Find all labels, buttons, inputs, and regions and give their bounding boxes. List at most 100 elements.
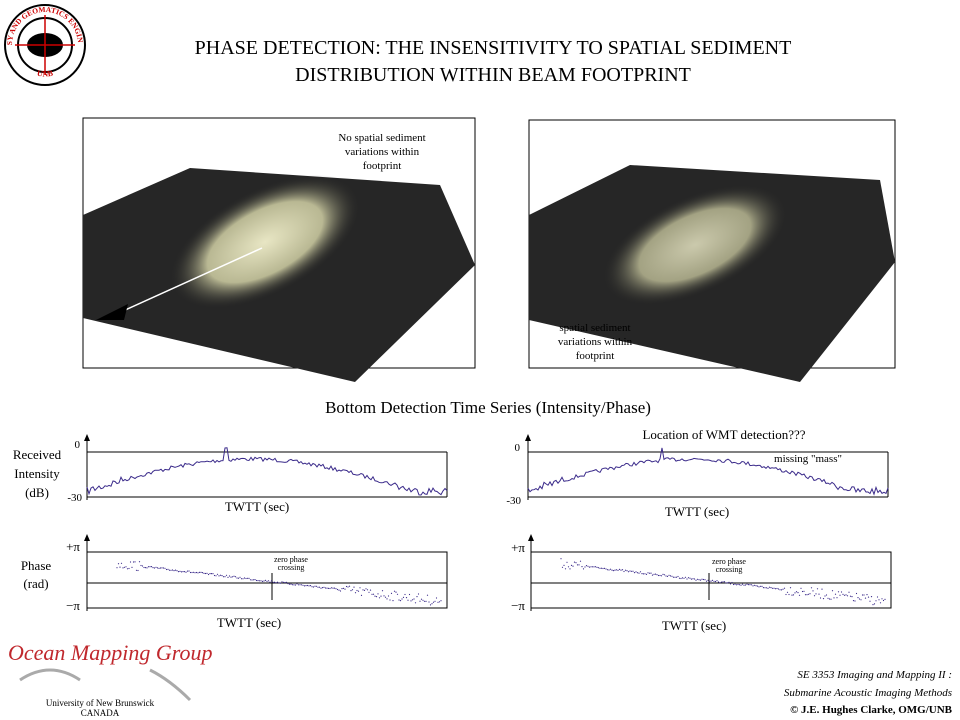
- illustration: [293, 584, 295, 586]
- illustration: [755, 585, 757, 587]
- illustration: [404, 593, 406, 596]
- illustration: [215, 575, 217, 577]
- title: DISTRIBUTION WITHIN BEAM FOOTPRINT: [295, 64, 691, 86]
- illustration: [735, 584, 738, 586]
- illustration: [776, 587, 778, 590]
- illustration: [320, 587, 322, 589]
- illustration: [663, 574, 666, 576]
- illustration: [591, 566, 594, 568]
- illustration: [770, 587, 772, 589]
- annotation: variations within: [345, 146, 420, 158]
- y-label: Received: [13, 447, 62, 462]
- illustration: [356, 589, 358, 592]
- illustration: [813, 595, 816, 597]
- illustration: [128, 567, 130, 570]
- illustration: [399, 600, 402, 602]
- illustration: [564, 568, 567, 570]
- illustration: [773, 587, 775, 589]
- illustration: [648, 572, 651, 574]
- illustration: [123, 566, 126, 568]
- logo: GEODESY AND GEOMATICS ENGINEERING UNB: [0, 0, 86, 86]
- illustration: [291, 584, 294, 586]
- illustration: [372, 593, 375, 595]
- illustration: [315, 585, 318, 587]
- illustration: [738, 584, 741, 586]
- illustration: [863, 594, 865, 596]
- illustration: [135, 569, 138, 571]
- illustration: [882, 599, 885, 602]
- illustration: [680, 577, 682, 580]
- illustration: [257, 580, 259, 582]
- illustration: [429, 604, 432, 606]
- illustration: [84, 534, 90, 541]
- y-bottom: -30: [67, 492, 82, 504]
- illustration: [614, 569, 616, 571]
- illustration: [422, 599, 424, 601]
- illustration: [786, 591, 789, 593]
- illustration: [822, 598, 825, 600]
- illustration: [593, 566, 595, 568]
- illustration: [606, 569, 609, 571]
- illustration: [689, 577, 691, 579]
- illustration: [120, 562, 123, 564]
- illustration: [206, 572, 208, 575]
- illustration: [561, 566, 564, 568]
- illustration: [300, 584, 303, 586]
- illustration: [581, 566, 583, 568]
- section-title: Bottom Detection Time Series (Intensity/…: [325, 398, 651, 417]
- illustration: [179, 570, 181, 573]
- illustration: [237, 577, 240, 579]
- illustration: [791, 594, 793, 596]
- illustration: [777, 588, 780, 590]
- illustration: [720, 581, 723, 583]
- illustration: [147, 566, 150, 568]
- illustration: [423, 600, 426, 602]
- illustration: [639, 571, 642, 573]
- illustration: [233, 575, 235, 577]
- image-left: [82, 117, 476, 382]
- illustration: [758, 586, 760, 588]
- illustration: [654, 573, 657, 575]
- illustration: [159, 567, 162, 569]
- illustration: [801, 590, 804, 593]
- illustration: [653, 573, 655, 575]
- illustration: [275, 582, 277, 584]
- illustration: [854, 600, 856, 602]
- illustration: [330, 587, 333, 589]
- illustration: [281, 581, 283, 583]
- y-bottom: −π: [511, 598, 525, 613]
- illustration: [567, 566, 570, 568]
- illustration: [119, 566, 121, 568]
- illustration: [846, 595, 849, 597]
- illustration: [684, 576, 687, 578]
- illustration: [351, 589, 354, 591]
- illustration: [582, 568, 585, 570]
- illustration: [144, 567, 147, 569]
- illustration: [867, 596, 870, 598]
- illustration: [383, 595, 385, 597]
- x-label: TWTT (sec): [225, 499, 289, 514]
- illustration: [204, 572, 207, 575]
- illustration: [326, 587, 328, 589]
- illustration: [741, 583, 744, 585]
- logo-sub-path: UNB: [36, 69, 54, 79]
- illustration: [407, 599, 409, 601]
- illustration: [222, 576, 225, 578]
- illustration: [578, 564, 580, 566]
- illustration: [797, 592, 799, 594]
- annotation: spatial sediment: [559, 322, 630, 334]
- illustration: [141, 565, 144, 567]
- illustration: [387, 595, 390, 597]
- y-label: Intensity: [14, 466, 60, 481]
- illustration: [812, 590, 814, 592]
- illustration: [266, 580, 268, 583]
- illustration: [584, 566, 586, 568]
- illustration: [714, 580, 717, 583]
- illustration: [569, 568, 571, 570]
- illustration: [878, 599, 880, 601]
- illustration: [627, 571, 630, 573]
- crossing-label: crossing: [716, 565, 743, 574]
- illustration: [152, 567, 154, 569]
- illustration: [728, 581, 730, 584]
- illustration: [221, 575, 223, 577]
